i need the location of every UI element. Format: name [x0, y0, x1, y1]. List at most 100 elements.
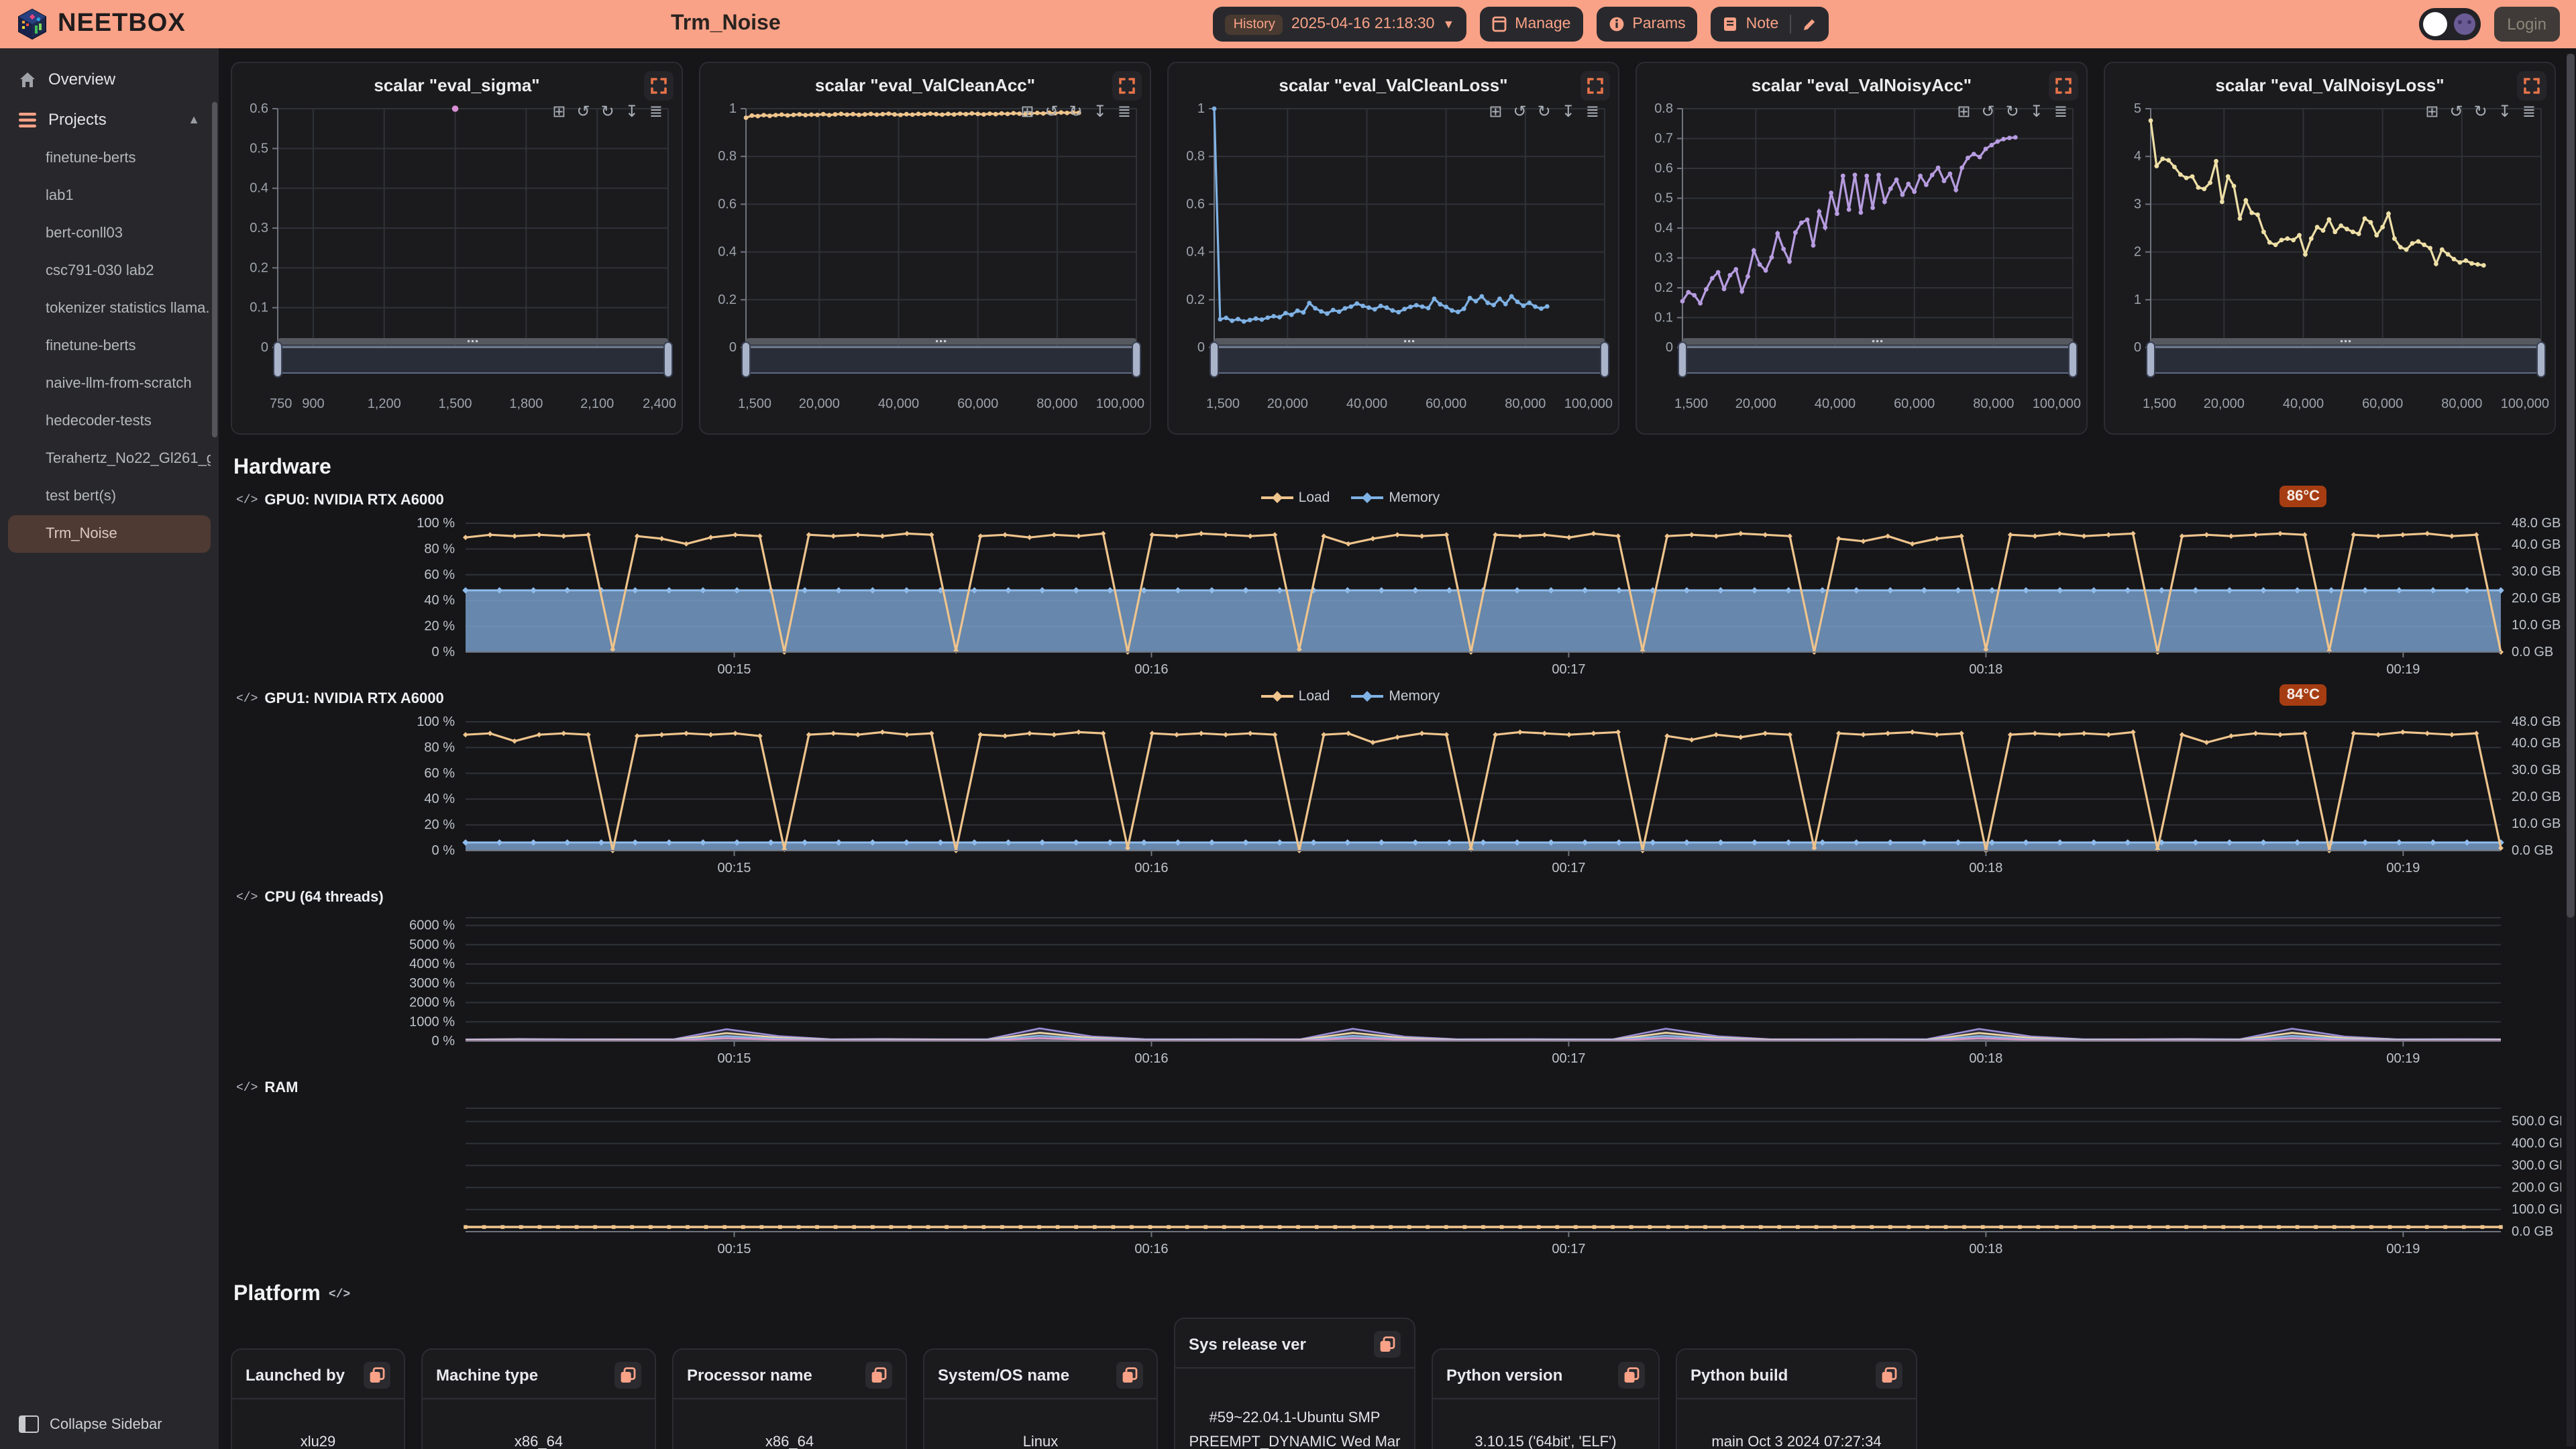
sidebar-project-0[interactable]: finetune-berts [46, 150, 136, 166]
sidebar-project-4[interactable]: tokenizer statistics llama... [46, 301, 211, 317]
history-select[interactable]: History 2025-04-16 21:18:30 ▼ [1213, 7, 1467, 42]
legend-memory[interactable]: Memory [1351, 490, 1440, 506]
zoom-reset-icon[interactable]: ↺ [576, 102, 590, 121]
cpu-chart[interactable]: 0 % 1000 % 2000 % 3000 % 4000 % 5000 % 6000 % 0… [231, 910, 2565, 1076]
copy-button[interactable] [865, 1362, 892, 1389]
refresh-icon[interactable]: ↻ [600, 102, 614, 121]
zoom-reset-icon[interactable]: ↺ [1513, 102, 1527, 121]
sidebar-project-10[interactable]: Trm_Noise [8, 515, 211, 553]
gpu0-chart[interactable]: 0 % 20 % 40 % 60 % 80 % 100 % 0.0 GB 10.0 GB 20.… [231, 513, 2565, 687]
chevron-up-icon: ▲ [188, 113, 200, 126]
chart-toolbox: ⊞ ↺ ↻ ↧ ≣ [2425, 103, 2536, 119]
note-button[interactable]: Note [1711, 7, 1829, 42]
download-icon[interactable]: ↧ [1093, 102, 1107, 121]
collapse-sidebar-button[interactable]: Collapse Sidebar [0, 1399, 219, 1449]
svg-text:20,000: 20,000 [2204, 396, 2245, 411]
svg-text:10.0 GB: 10.0 GB [2512, 618, 2561, 633]
svg-text:0.8: 0.8 [718, 149, 737, 164]
zoom-select-icon[interactable]: ⊞ [1489, 102, 1503, 121]
edit-pencil-icon[interactable] [1801, 17, 1816, 32]
gpu0-temperature-badge: 86°C [2279, 486, 2326, 507]
platform-card-divider [232, 1398, 404, 1399]
svg-text:80 %: 80 % [424, 740, 455, 755]
refresh-icon[interactable]: ↻ [2005, 102, 2019, 121]
sidebar-project-5[interactable]: finetune-berts [46, 338, 136, 354]
sidebar-project-8[interactable]: Terahertz_No22_Gl261_gl... [46, 451, 211, 467]
zoom-select-icon[interactable]: ⊞ [1957, 102, 1971, 121]
fullscreen-button[interactable] [1580, 71, 1610, 101]
manage-button[interactable]: Manage [1480, 7, 1583, 42]
chart-toolbox: ⊞ ↺ ↻ ↧ ≣ [1489, 103, 1599, 119]
sidebar-item-overview[interactable]: Overview [0, 59, 219, 99]
sidebar-project-9[interactable]: test bert(s) [46, 488, 117, 504]
fullscreen-button[interactable] [2517, 71, 2546, 101]
svg-text:0.8: 0.8 [1186, 149, 1205, 164]
window-scrollbar[interactable] [2567, 54, 2575, 1446]
svg-text:0.6: 0.6 [1654, 161, 1673, 176]
zoom-select-icon[interactable]: ⊞ [552, 102, 566, 121]
data-view-icon[interactable]: ≣ [2522, 102, 2536, 121]
refresh-icon[interactable]: ↻ [1537, 102, 1551, 121]
fullscreen-button[interactable] [2049, 71, 2078, 101]
copy-button[interactable] [1374, 1331, 1401, 1358]
sidebar-project-7[interactable]: hedecoder-tests [46, 413, 152, 429]
zoom-reset-icon[interactable]: ↺ [1044, 102, 1059, 121]
copy-button[interactable] [364, 1362, 390, 1389]
data-view-icon[interactable]: ≣ [1117, 102, 1131, 121]
copy-button[interactable] [1876, 1362, 1902, 1389]
sidebar-project-6[interactable]: naive-llm-from-scratch [46, 376, 192, 392]
fullscreen-button[interactable] [644, 71, 674, 101]
theme-toggle[interactable] [2418, 8, 2481, 40]
sidebar-item-projects[interactable]: Projects ▲ [0, 99, 219, 140]
copy-button[interactable] [614, 1362, 641, 1389]
chevron-down-icon: ▼ [1442, 17, 1455, 31]
params-button[interactable]: Params [1596, 7, 1698, 42]
download-icon[interactable]: ↧ [2498, 102, 2512, 121]
refresh-icon[interactable]: ↻ [2473, 102, 2487, 121]
legend-memory[interactable]: Memory [1351, 688, 1440, 704]
svg-text:00:19: 00:19 [2386, 1242, 2420, 1256]
download-icon[interactable]: ↧ [1561, 102, 1575, 121]
zoom-select-icon[interactable]: ⊞ [2425, 102, 2439, 121]
refresh-icon[interactable]: ↻ [1069, 102, 1083, 121]
zoom-reset-icon[interactable]: ↺ [1981, 102, 1995, 121]
sidebar-project-2[interactable]: bert-conll03 [46, 225, 123, 241]
svg-text:1000 %: 1000 % [409, 1014, 455, 1029]
svg-text:1,800: 1,800 [509, 396, 543, 411]
legend-load[interactable]: Load [1260, 490, 1330, 506]
code-icon: </> [328, 1288, 351, 1301]
svg-text:0 %: 0 % [432, 1034, 455, 1049]
sidebar-project-3[interactable]: csc791-030 lab2 [46, 263, 154, 279]
ram-chart[interactable]: 0.0 GB 100.0 GB 200.0 GB 300.0 GB 400.0 GB 50… [231, 1100, 2565, 1267]
download-icon[interactable]: ↧ [625, 102, 639, 121]
svg-text:00:18: 00:18 [1969, 861, 2002, 875]
sidebar-project-1[interactable]: lab1 [46, 188, 74, 204]
sidebar-scrollbar[interactable] [212, 102, 217, 437]
gpu1-chart[interactable]: 0 % 20 % 40 % 60 % 80 % 100 % 0.0 GB 10.0 GB 20.… [231, 711, 2565, 885]
neetbox-logo-icon [18, 8, 46, 40]
brand[interactable]: NEETBOX [16, 8, 186, 40]
fullscreen-button[interactable] [1112, 71, 1142, 101]
data-view-icon[interactable]: ≣ [649, 102, 663, 121]
copy-button[interactable] [1618, 1362, 1645, 1389]
data-view-icon[interactable]: ≣ [1585, 102, 1599, 121]
hardware-heading: Hardware [233, 456, 331, 479]
legend-load[interactable]: Load [1260, 688, 1330, 704]
svg-text:40.0 GB: 40.0 GB [2512, 537, 2561, 552]
platform-card-divider [924, 1398, 1157, 1399]
download-icon[interactable]: ↧ [2029, 102, 2043, 121]
login-button[interactable]: Login [2493, 7, 2560, 42]
svg-text:0: 0 [2134, 340, 2141, 355]
svg-text:80,000: 80,000 [1036, 396, 1077, 411]
platform-card-3: System/OS name Linux [923, 1348, 1158, 1449]
svg-text:0.6: 0.6 [250, 101, 268, 116]
chart-title: scalar "eval_sigma" [374, 75, 540, 95]
svg-text:0: 0 [729, 340, 737, 355]
platform-card-divider [674, 1398, 906, 1399]
svg-text:0.1: 0.1 [250, 301, 268, 315]
zoom-reset-icon[interactable]: ↺ [2449, 102, 2463, 121]
zoom-select-icon[interactable]: ⊞ [1020, 102, 1034, 121]
copy-button[interactable] [1116, 1362, 1143, 1389]
ram-label: RAM [264, 1080, 299, 1096]
data-view-icon[interactable]: ≣ [2053, 102, 2068, 121]
